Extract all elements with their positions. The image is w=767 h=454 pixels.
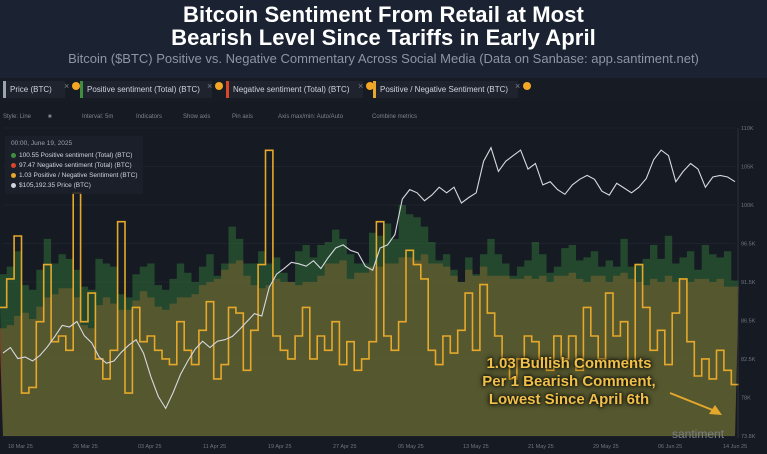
x-tick-label: 19 Apr 25 bbox=[268, 444, 292, 450]
x-tick-label: 27 Apr 25 bbox=[333, 444, 357, 450]
positive-sentiment-series bbox=[0, 205, 739, 436]
x-tick-label: 06 Jun 25 bbox=[658, 444, 682, 450]
tab-price[interactable]: Price (BTC) bbox=[3, 81, 65, 98]
x-tick-label: 26 Mar 25 bbox=[73, 444, 98, 450]
tab-price-badge-icon bbox=[72, 82, 80, 90]
interval-selector[interactable]: Interval: 5m bbox=[82, 114, 114, 120]
legend-item-ratio: 1.03 Positive / Negative Sentiment (BTC) bbox=[11, 172, 138, 179]
arrow-head-icon bbox=[709, 405, 722, 415]
chart-subtitle: Bitcoin ($BTC) Positive vs. Negative Com… bbox=[68, 51, 699, 66]
sentiment-price-plot: 110K 105K 100K 96.5K 91.5K 86.5K 82.5K 78K 73.8K… bbox=[0, 126, 756, 450]
annotation-line-3: Lowest Since April 6th bbox=[488, 391, 650, 408]
legend-swatch-ratio-icon bbox=[11, 172, 16, 178]
y-tick-label: 96.5K bbox=[741, 242, 756, 248]
price-line bbox=[2, 146, 736, 410]
tab-negative-label: Negative sentiment (Total) (BTC) bbox=[233, 85, 350, 94]
close-tab-negative-icon[interactable]: × bbox=[358, 81, 364, 91]
x-tick-label: 21 May 25 bbox=[528, 444, 554, 450]
positive-sentiment-area bbox=[0, 205, 739, 436]
legend-ratio-text: 1.03 Positive / Negative Sentiment (BTC) bbox=[19, 172, 138, 179]
chart-toolbar: Style: Line ■ Interval: 5m Indicators Sh… bbox=[0, 114, 767, 126]
x-tick-label: 18 Mar 25 bbox=[8, 444, 33, 450]
tab-ratio-label: Positive / Negative Sentiment (BTC) bbox=[380, 85, 509, 94]
ratio-line bbox=[0, 149, 739, 394]
legend-positive-text: 100.55 Positive sentiment (Total) (BTC) bbox=[19, 152, 133, 159]
tab-negative-sentiment[interactable]: Negative sentiment (Total) (BTC) bbox=[226, 81, 363, 98]
y-tick-label: 110K bbox=[741, 126, 754, 132]
x-tick-label: 03 Apr 25 bbox=[138, 444, 162, 450]
indicators-button[interactable]: Indicators bbox=[136, 114, 163, 120]
legend-item-negative: 97.47 Negative sentiment (Total) (BTC) bbox=[11, 162, 132, 169]
legend-swatch-positive-icon bbox=[11, 152, 16, 158]
close-tab-price-icon[interactable]: × bbox=[64, 81, 70, 91]
legend-price-text: $105,192.35 Price (BTC) bbox=[19, 182, 91, 189]
x-tick-label: 13 May 25 bbox=[463, 444, 489, 450]
axis-max-min-selector[interactable]: Axis max/min: Auto/Auto bbox=[278, 114, 344, 120]
annotation-line-1: 1.03 Bullish Comments bbox=[486, 355, 652, 372]
annotation-callout: 1.03 Bullish Comments Per 1 Bearish Comm… bbox=[464, 355, 674, 409]
combine-metrics-button[interactable]: Combine metrics bbox=[372, 114, 418, 120]
tab-price-label: Price (BTC) bbox=[10, 85, 52, 94]
style-selector[interactable]: Style: Line bbox=[3, 114, 32, 120]
y-tick-label: 105K bbox=[741, 165, 754, 171]
color-picker-icon[interactable]: ■ bbox=[48, 114, 52, 120]
y-tick-label: 86.5K bbox=[741, 319, 756, 325]
tab-positive-badge-icon bbox=[215, 82, 223, 90]
y-tick-label: 73.8K bbox=[741, 434, 756, 440]
legend-item-price: $105,192.35 Price (BTC) bbox=[11, 182, 91, 189]
chart-header: Bitcoin Sentiment From Retail at Most Be… bbox=[0, 0, 767, 78]
legend-negative-text: 97.47 Negative sentiment (Total) (BTC) bbox=[19, 162, 132, 169]
legend-swatch-price-icon bbox=[11, 182, 16, 188]
y-tick-label: 82.5K bbox=[741, 357, 756, 363]
annotation-line-2: Per 1 Bearish Comment, bbox=[482, 373, 656, 390]
chart-title-line-2: Bearish Level Since Tariffs in Early Apr… bbox=[171, 25, 596, 50]
legend-item-positive: 100.55 Positive sentiment (Total) (BTC) bbox=[11, 152, 132, 159]
legend-swatch-negative-icon bbox=[11, 162, 16, 168]
plot-axes: 110K 105K 100K 96.5K 91.5K 86.5K 82.5K 78K 73.8K… bbox=[8, 126, 756, 450]
y-tick-label: 100K bbox=[741, 203, 754, 209]
legend-date: 00:00, June 19, 2025 bbox=[11, 140, 73, 147]
x-tick-label: 11 Apr 25 bbox=[203, 444, 226, 450]
arrow-shaft bbox=[669, 392, 716, 412]
tab-positive-label: Positive sentiment (Total) (BTC) bbox=[87, 85, 200, 94]
metric-tab-bar: Price (BTC) × Positive sentiment (Total)… bbox=[0, 78, 767, 102]
chart-panel: Price (BTC) × Positive sentiment (Total)… bbox=[0, 78, 767, 454]
tab-pos-neg-ratio[interactable]: Positive / Negative Sentiment (BTC) bbox=[373, 81, 518, 98]
ratio-series bbox=[0, 149, 739, 394]
x-tick-label: 14 Jun 25 bbox=[723, 444, 747, 450]
tab-positive-sentiment[interactable]: Positive sentiment (Total) (BTC) bbox=[80, 81, 212, 98]
y-tick-label: 91.5K bbox=[741, 280, 756, 286]
tab-ratio-badge-icon bbox=[523, 82, 531, 90]
tab-negative-badge-icon bbox=[366, 82, 374, 90]
chart-legend: 00:00, June 19, 2025 100.55 Positive sen… bbox=[5, 136, 143, 194]
y-tick-label: 78K bbox=[741, 396, 751, 402]
price-series bbox=[2, 146, 736, 410]
close-tab-positive-icon[interactable]: × bbox=[207, 81, 213, 91]
x-tick-label: 05 May 25 bbox=[398, 444, 424, 450]
annotation-arrow bbox=[669, 392, 722, 415]
show-axis-toggle[interactable]: Show axis bbox=[183, 114, 211, 120]
chart-title-line-1: Bitcoin Sentiment From Retail at Most bbox=[183, 2, 584, 27]
pin-axis-toggle[interactable]: Pin axis bbox=[232, 114, 254, 120]
x-tick-label: 29 May 25 bbox=[593, 444, 619, 450]
santiment-watermark: santiment bbox=[672, 427, 725, 441]
close-tab-ratio-icon[interactable]: × bbox=[515, 81, 521, 91]
